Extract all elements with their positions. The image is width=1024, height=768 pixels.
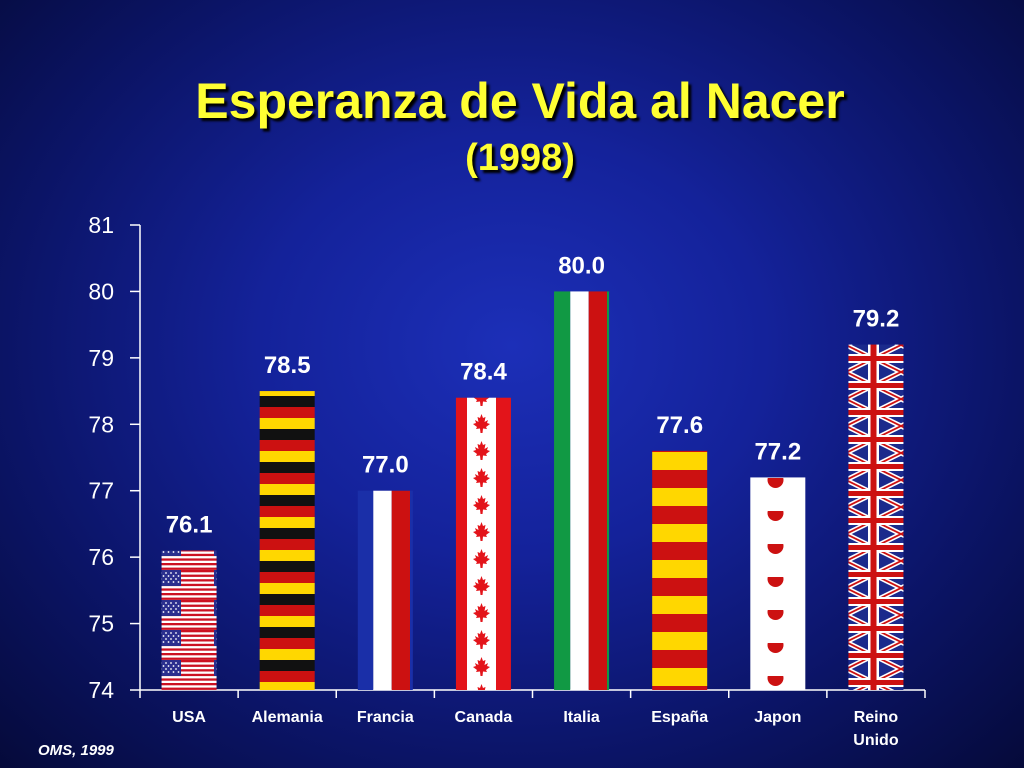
y-tick-label: 78: [88, 411, 114, 437]
bar-francia: [357, 490, 413, 690]
data-label: 78.4: [460, 359, 507, 386]
y-tick-label: 74: [88, 677, 114, 703]
x-category-label: Italia: [563, 709, 600, 726]
x-category-label: Alemania: [252, 709, 323, 726]
data-label: 80.0: [558, 252, 605, 279]
bar-italia: [554, 291, 610, 690]
y-tick-label: 76: [88, 544, 114, 570]
y-tick-label: 77: [88, 478, 114, 504]
x-category-label: Francia: [357, 709, 414, 726]
x-category-label: Reino Unido: [853, 709, 899, 749]
bar-canada: [455, 397, 511, 690]
y-tick-label: 79: [88, 345, 114, 371]
chart-title: Esperanza de Vida al Nacer: [195, 73, 845, 129]
y-tick-label: 75: [88, 611, 114, 637]
data-label: 78.5: [264, 352, 311, 379]
y-tick-label: 81: [88, 212, 114, 238]
y-tick-label: 80: [88, 278, 114, 304]
data-label: 76.1: [166, 512, 213, 539]
bar-reino-unido: [848, 344, 904, 690]
chart-axes: [139, 225, 925, 691]
bar-alemania: [259, 391, 315, 690]
data-label: 77.2: [754, 438, 801, 465]
chart-subtitle: (1998): [465, 137, 575, 179]
x-category-label: USA: [172, 709, 206, 726]
bar-españa: [652, 450, 708, 690]
x-category-label: Japon: [754, 709, 801, 726]
data-label: 77.0: [362, 452, 409, 479]
bar-japon: [750, 477, 806, 690]
bar-usa: [161, 550, 217, 690]
data-label: 77.6: [656, 412, 703, 439]
x-category-label: España: [651, 709, 708, 726]
data-label: 79.2: [853, 306, 900, 333]
source-note: OMS, 1999: [38, 742, 114, 759]
x-category-label: Canada: [455, 709, 513, 726]
